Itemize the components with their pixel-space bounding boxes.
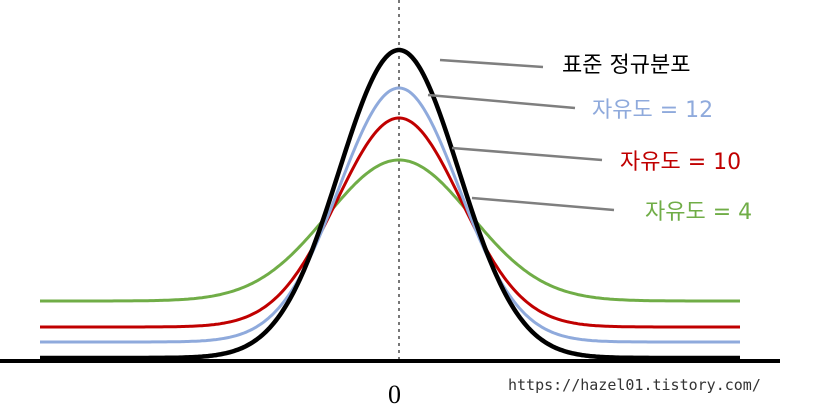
leader-df10 bbox=[451, 146, 603, 162]
curve-df12 bbox=[40, 86, 740, 344]
curve-df4 bbox=[40, 158, 740, 303]
leader-df12 bbox=[427, 93, 576, 110]
label-df4: 자유도 = 4 bbox=[645, 200, 753, 225]
zero-tick-label: 0 bbox=[388, 380, 401, 409]
leader-normal bbox=[439, 58, 544, 69]
curve-df10 bbox=[40, 116, 740, 329]
label-standard-normal: 표준 정규분포 bbox=[562, 53, 691, 78]
label-df12: 자유도 = 12 bbox=[592, 98, 714, 123]
leader-df4 bbox=[471, 196, 615, 212]
curve-normal bbox=[40, 47, 740, 361]
watermark-url: https://hazel01.tistory.com/ bbox=[508, 376, 761, 394]
label-df10: 자유도 = 10 bbox=[620, 150, 742, 175]
